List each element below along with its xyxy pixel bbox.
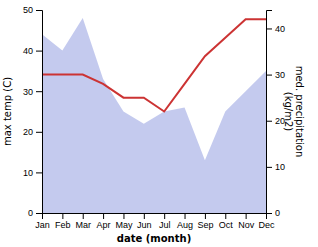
tick: 20: [266, 116, 285, 126]
tick-label: Mar: [75, 220, 91, 230]
tick-mark: [144, 213, 145, 219]
plot: JanFebMarAprMayJunJulAugSepOctNovDec0102…: [23, 5, 285, 230]
tick: Oct: [219, 213, 234, 230]
chart: JanFebMarAprMayJunJulAugSepOctNovDec0102…: [0, 0, 318, 247]
tick-mark: [36, 10, 42, 11]
tick-label: 40: [275, 24, 285, 34]
x-axis: Jan Feb Mar Apr May Jun Jul Aug Sep Oct NovDec: [35, 213, 275, 230]
tick-label: Apr: [97, 220, 111, 230]
tick-mark: [103, 213, 104, 219]
tick-label: 30: [275, 70, 285, 80]
tick: 10: [266, 162, 285, 172]
tick: Feb: [55, 213, 71, 230]
tick-mark: [36, 213, 42, 214]
tick-label: Dec: [258, 220, 275, 230]
tick-mark: [123, 213, 124, 219]
x-axis-title: date (month): [117, 233, 191, 244]
tick-label: Jun: [137, 220, 152, 230]
line: [42, 19, 266, 111]
tick-label: 30: [23, 87, 33, 97]
y2-axis-title: med. precipitation(kg/m2): [283, 66, 306, 158]
tick-label: Oct: [219, 220, 234, 230]
tick-mark: [164, 213, 165, 219]
tick-label: Sep: [197, 220, 213, 230]
tick-label: May: [115, 220, 133, 230]
y-axis: 0 10 20 30 40 50: [23, 5, 43, 218]
tick-mark: [62, 213, 63, 219]
tick-mark: [246, 213, 247, 219]
tick-mark: [266, 75, 272, 76]
tick-label: 50: [23, 5, 33, 15]
tick-label: 0: [275, 208, 280, 218]
tick-label: 40: [23, 46, 33, 56]
tick: 40: [266, 24, 285, 34]
axis-line: [36, 11, 43, 214]
axis-line: [267, 11, 273, 214]
y2-axis-title-line: (kg/m2): [283, 92, 294, 132]
tick: 0: [266, 208, 280, 218]
tick: Jun: [137, 213, 152, 230]
tick: 10: [23, 168, 42, 178]
area: [42, 18, 266, 213]
tick: Apr: [97, 213, 111, 230]
tick: 0: [28, 208, 42, 218]
tick: Jul: [159, 213, 171, 230]
tick-mark: [36, 172, 42, 173]
tick: Aug: [177, 213, 193, 230]
tick-mark: [266, 213, 272, 214]
tick-mark: [205, 213, 206, 219]
tick: Jan: [35, 213, 50, 230]
tick-label: Aug: [177, 220, 193, 230]
tick: 30: [23, 87, 42, 97]
tick-mark: [83, 213, 84, 219]
tick-label: Jan: [35, 220, 50, 230]
tick-label: 0: [28, 208, 33, 218]
tick-mark: [36, 91, 42, 92]
tick: Mar: [75, 213, 91, 230]
tick: 40: [23, 46, 42, 56]
tick-mark: [266, 121, 272, 122]
tick: 50: [23, 5, 42, 15]
marks: [42, 18, 266, 213]
tick: Nov: [238, 213, 255, 230]
tick: 20: [23, 127, 42, 137]
tick-mark: [266, 167, 272, 168]
tick: May: [115, 213, 133, 230]
tick-label: 10: [23, 168, 33, 178]
tick-label: Nov: [238, 220, 255, 230]
tick: Dec: [258, 213, 275, 230]
tick-mark: [266, 28, 272, 29]
y2-axis-title-line: med. precipitation: [294, 66, 305, 158]
tick: 30: [266, 70, 285, 80]
tick-mark: [36, 132, 42, 133]
y2-axis: 0 10 20 30 40: [266, 11, 285, 219]
tick: Sep: [197, 213, 213, 230]
tick-mark: [36, 51, 42, 52]
tick-label: 10: [275, 162, 285, 172]
tick-label: Feb: [55, 220, 71, 230]
tick-label: Jul: [159, 220, 171, 230]
y-axis-title: max temp (C): [2, 77, 13, 146]
tick-mark: [185, 213, 186, 219]
axis-line: [43, 214, 267, 220]
tick-mark: [225, 213, 226, 219]
tick-label: 20: [23, 127, 33, 137]
